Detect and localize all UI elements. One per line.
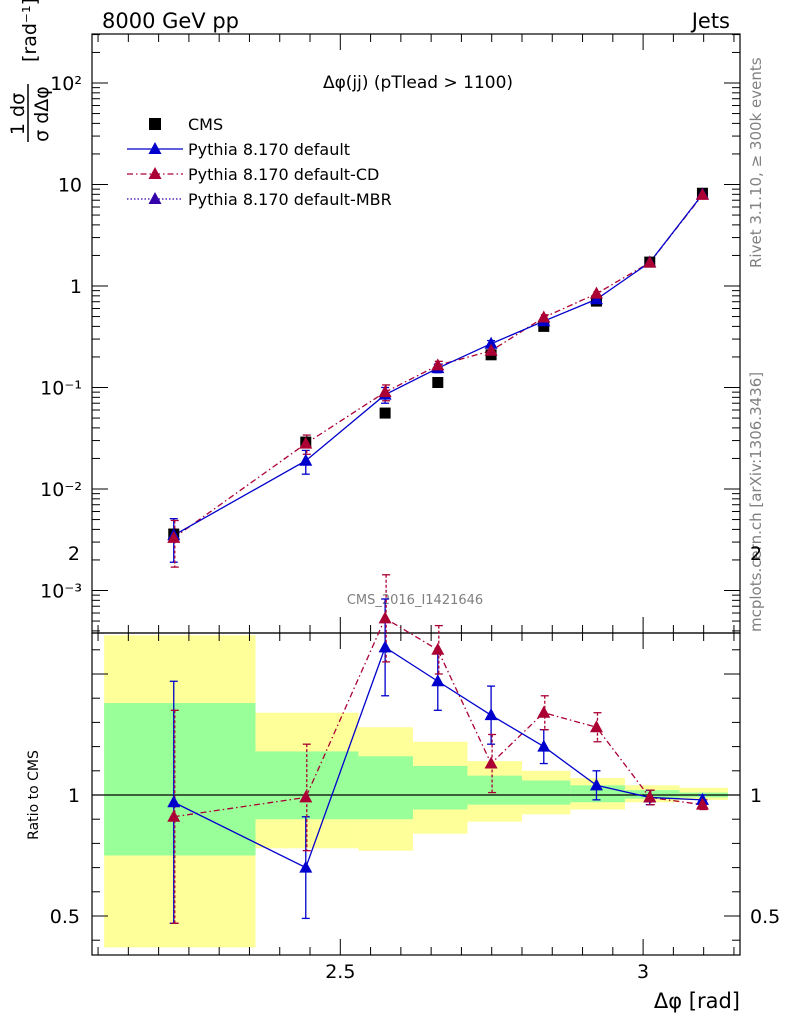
y-axis-label: 1 dσ σ dΔφ [rad⁻¹]: [7, 0, 53, 142]
cms-point: [432, 377, 444, 389]
y-tick-label: 1: [70, 276, 82, 298]
marker-default-cd: [378, 385, 392, 398]
ratio-marker-default-cd: [643, 790, 657, 803]
ratio-marker-default: [484, 708, 498, 721]
cms-point: [379, 407, 391, 419]
marker-default-cd: [537, 310, 551, 323]
band-inner: [104, 703, 256, 856]
ratio-ylabel: Ratio to CMS: [26, 750, 42, 840]
y-tick-label: 10: [58, 175, 82, 197]
marker-default-cd: [484, 343, 498, 356]
x-axis-label: Δφ [rad]: [654, 989, 740, 1013]
ratio-tick-label: 2: [68, 543, 80, 565]
ratio-marker-default-cd: [589, 720, 603, 733]
svg-text:σ dΔφ: σ dΔφ: [31, 86, 53, 142]
band-inner: [570, 785, 625, 803]
ratio-marker-default-cd: [299, 790, 313, 803]
svg-text:[rad⁻¹]: [rad⁻¹]: [19, 0, 41, 62]
marker-default-cd: [589, 286, 603, 299]
y-tick-label: 10²: [50, 73, 82, 95]
watermark: CMS_2016_I1421646: [347, 593, 483, 608]
marker-default-cd: [431, 358, 445, 371]
ratio-marker-default-cd: [431, 642, 445, 655]
legend-marker: [148, 142, 162, 154]
band-inner: [412, 765, 468, 810]
ratio-marker-default: [537, 739, 551, 752]
ratio-tick-label-right: 0.5: [750, 906, 780, 928]
legend-label: Pythia 8.170 default-CD: [188, 165, 379, 184]
marker-default-cd: [299, 436, 313, 449]
legend-label: CMS: [188, 115, 223, 134]
ratio-tick-label-right: 2: [750, 543, 762, 565]
x-tick-label: 2.5: [325, 961, 355, 983]
ratio-marker-default: [589, 778, 603, 791]
ratio-marker-default: [431, 674, 445, 687]
chart-title: Δφ(jj) (pTlead > 1100): [323, 73, 513, 93]
legend-marker-cms: [149, 118, 161, 130]
header-left: 8000 GeV pp: [102, 9, 239, 33]
ratio-tick-label: 1: [68, 785, 80, 807]
ratio-marker-default-cd: [378, 611, 392, 624]
marker-default-cd: [643, 255, 657, 268]
series-line-default-cd: [173, 194, 703, 539]
ratio-marker-default: [299, 860, 313, 873]
header-right: Jets: [690, 9, 730, 33]
ratio-marker-default-cd: [167, 809, 181, 822]
svg-text:1 dσ: 1 dσ: [7, 93, 29, 135]
legend-label: Pythia 8.170 default: [188, 140, 350, 159]
marker-default: [484, 336, 498, 349]
y-tick-label: 10⁻³: [40, 581, 82, 603]
band-inner: [358, 756, 413, 820]
x-tick-label: 3: [637, 961, 649, 983]
marker-default-cd: [167, 530, 181, 543]
ratio-marker-default: [378, 640, 392, 653]
mcplots-label: mcplots.cern.ch [arXiv:1306.3436]: [747, 372, 765, 632]
ratio-frame: [91, 632, 741, 956]
legend-marker: [148, 192, 162, 204]
ratio-tick-label: 0.5: [50, 906, 80, 928]
legend-marker: [148, 167, 162, 179]
ratio-marker-default-cd: [484, 756, 498, 769]
ratio-tick-label-right: 1: [750, 785, 762, 807]
ratio-marker-default-cd: [695, 797, 709, 810]
marker-default: [299, 453, 313, 466]
y-tick-label: 10⁻¹: [40, 378, 82, 400]
y-tick-label: 10⁻²: [40, 479, 82, 501]
ratio-marker-default-cd: [537, 705, 551, 718]
band-inner: [467, 775, 522, 805]
cms-point: [538, 320, 550, 332]
band-inner: [521, 780, 571, 805]
rivet-label: Rivet 3.1.10, ≥ 300k events: [747, 57, 765, 268]
legend-label: Pythia 8.170 default-MBR: [188, 190, 392, 209]
marker-default-cd: [695, 187, 709, 200]
ratio-marker-default: [167, 795, 181, 808]
